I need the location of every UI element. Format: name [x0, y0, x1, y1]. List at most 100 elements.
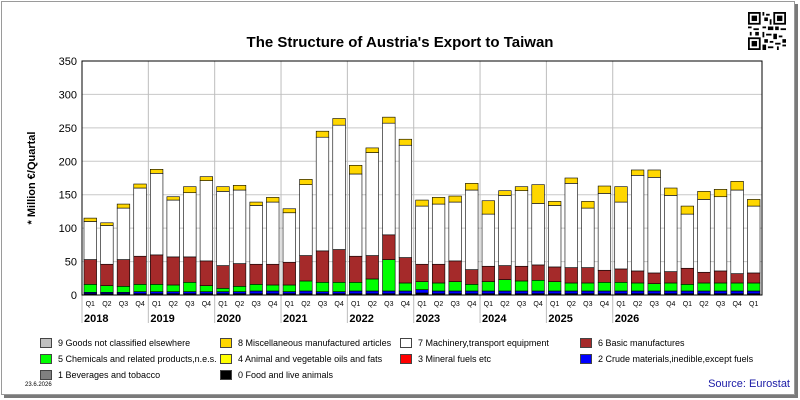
bar-segment [332, 281, 346, 292]
bar-segment [597, 281, 612, 292]
bar-segment [216, 191, 230, 266]
bar-segment [349, 164, 363, 175]
x-tick-label: Q2 [434, 301, 443, 308]
bar-segment [398, 144, 413, 258]
legend-label: 3 Mineral fuels etc [418, 354, 492, 364]
bar-segment [150, 284, 164, 292]
bar-segment [448, 281, 462, 292]
bar-segment [282, 291, 296, 294]
bar-segment [514, 290, 529, 294]
bar-segment [150, 173, 164, 256]
bar-segment [531, 203, 545, 266]
bar-segment [730, 282, 744, 292]
bar-segment [597, 185, 612, 194]
bar-segment [548, 205, 562, 268]
x-tick-label: Q4 [135, 301, 144, 308]
bar-segment [100, 222, 114, 226]
bar-segment [680, 205, 694, 215]
legend-label: 7 Machinery,transport equipment [418, 338, 549, 348]
bar-segment [697, 191, 711, 200]
bar-segment [216, 291, 230, 294]
bar-segment [315, 136, 330, 252]
bar-segment [299, 184, 313, 256]
x-tick-label: Q1 [616, 301, 625, 308]
bar-segment [150, 291, 164, 294]
bar-segment [365, 255, 379, 280]
y-tick-label: 50 [65, 257, 77, 269]
bar-segment [747, 290, 761, 294]
bar-segment [664, 282, 678, 292]
bar-segment [548, 290, 562, 294]
bar-segment [183, 186, 197, 194]
bar-segment [199, 176, 213, 181]
bar-segment [481, 281, 495, 292]
x-tick-label: Q2 [500, 301, 509, 308]
bar-segment [116, 286, 131, 293]
bar-segment [349, 173, 363, 257]
bar-segment [249, 284, 263, 292]
x-tick-label: Q1 [417, 301, 426, 308]
legend-swatch [580, 354, 592, 364]
bar-segment [448, 290, 462, 294]
x-tick-label: Q2 [368, 301, 377, 308]
legend-item: 7 Machinery,transport equipment [400, 338, 549, 348]
bar-segment [614, 281, 628, 292]
y-axis-label: * Million €/Quartal [26, 132, 38, 225]
x-tick-label: Q2 [102, 301, 111, 308]
bar-segment [100, 263, 114, 286]
bar-segment [315, 130, 330, 138]
x-tick-label: Q3 [384, 301, 393, 308]
y-tick-label: 250 [59, 123, 77, 135]
bar-segment [299, 280, 313, 292]
bar-segment [266, 263, 280, 286]
bar-segment [647, 290, 661, 294]
legend-swatch [40, 338, 52, 348]
bar-segment [481, 290, 495, 294]
x-tick-label: Q1 [484, 301, 493, 308]
x-tick-label: Q3 [517, 301, 526, 308]
bar-segment [465, 290, 479, 294]
bar-segment [597, 290, 612, 294]
legend-label: 4 Animal and vegetable oils and fats [238, 354, 383, 364]
bar-segment [299, 255, 313, 282]
bar-segment [199, 291, 213, 294]
x-tick-label: Q4 [467, 301, 476, 308]
x-tick-label: Q1 [683, 301, 692, 308]
bar-segment [448, 260, 462, 282]
bar-segment [481, 265, 495, 282]
bar-segment [713, 290, 728, 294]
bar-segment [498, 290, 512, 294]
legend-item: 8 Miscellaneous manufactured articles [220, 338, 391, 348]
bar-segment [713, 196, 728, 272]
bar-segment [365, 290, 379, 294]
bar-segment [133, 291, 147, 294]
bar-segment [697, 271, 711, 284]
y-tick-label: 100 [59, 223, 77, 235]
bar-segment [398, 138, 413, 146]
x-tick-label: Q1 [550, 301, 559, 308]
bar-segment [431, 290, 446, 294]
x-tick-label: Q3 [318, 301, 327, 308]
legend-label: 2 Crude materials,inedible,except fuels [598, 354, 754, 364]
bar-segment [183, 281, 197, 292]
y-tick-label: 350 [59, 56, 77, 68]
bar-segment [498, 190, 512, 196]
bar-segment [564, 267, 578, 284]
bar-segment [83, 259, 97, 285]
x-tick-label: Q1 [749, 301, 758, 308]
bar-segment [747, 199, 761, 207]
bar-segment [697, 282, 711, 292]
bar-segment [365, 152, 379, 256]
bar-segment [647, 177, 661, 274]
legend-label: 0 Food and live animals [238, 370, 334, 380]
bar-segment [730, 290, 744, 294]
plot-border [81, 60, 763, 296]
bar-segment [299, 179, 313, 185]
bar-segment [498, 265, 512, 280]
bar-segment [514, 280, 529, 292]
bar-segment [581, 201, 595, 209]
bar-segment [232, 189, 247, 264]
x-tick-label: Q3 [450, 301, 459, 308]
bar-segment [332, 118, 346, 126]
x-tick-label: Q3 [716, 301, 725, 308]
